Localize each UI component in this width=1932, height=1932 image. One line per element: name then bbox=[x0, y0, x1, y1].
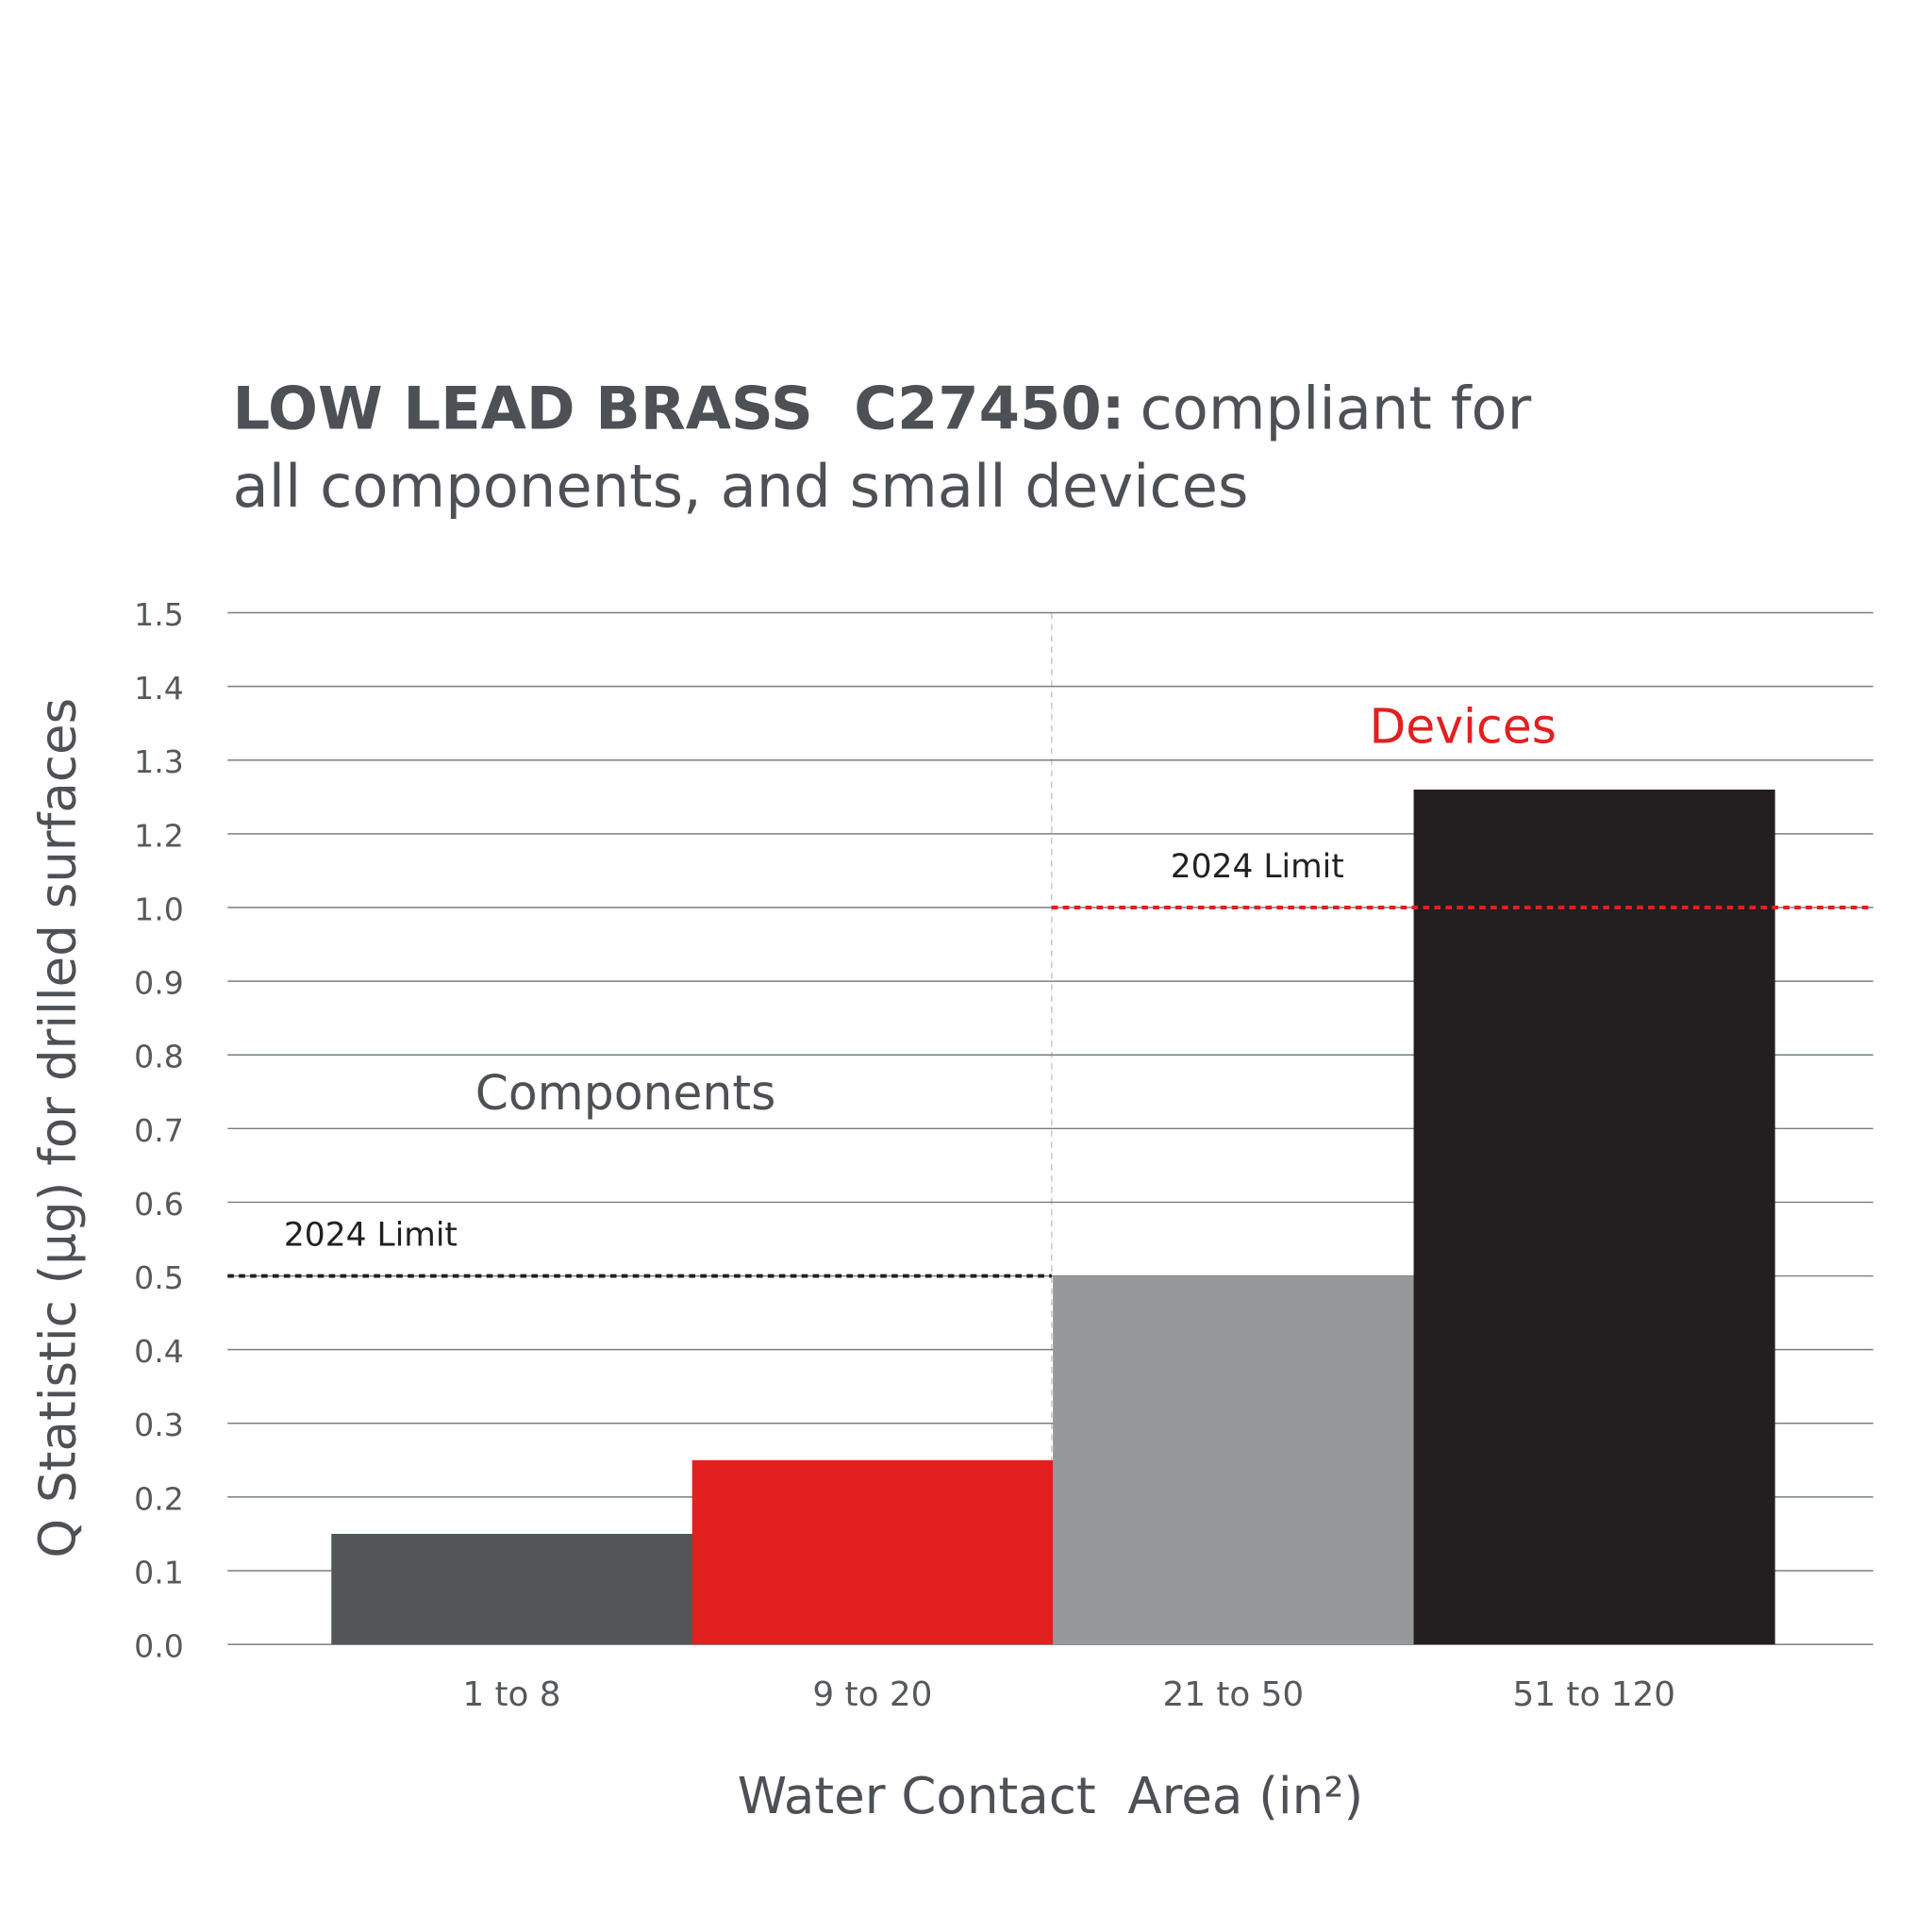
bar bbox=[1413, 790, 1775, 1645]
y-tick-label: 0.9 bbox=[134, 965, 184, 1002]
reference-label: 2024 Limit bbox=[1171, 848, 1344, 886]
y-tick-label: 1.4 bbox=[134, 670, 184, 707]
chart-title: LOW LEAD BRASS C27450: compliant for bbox=[233, 375, 1532, 443]
y-axis-label: Q Statistic (µg) for drilled surfaces bbox=[29, 698, 88, 1558]
reference-label: 2024 Limit bbox=[284, 1217, 458, 1255]
bar bbox=[1053, 1275, 1415, 1645]
y-tick-label: 0.6 bbox=[134, 1186, 184, 1223]
y-tick-label: 0.7 bbox=[134, 1112, 184, 1149]
title-line: compliant for bbox=[1141, 375, 1532, 443]
y-tick-label: 1.5 bbox=[134, 596, 184, 633]
x-tick-label: 51 to 120 bbox=[1513, 1675, 1676, 1714]
bar bbox=[691, 1459, 1054, 1645]
y-tick-label: 0.2 bbox=[134, 1480, 184, 1517]
y-tick-label: 1.2 bbox=[134, 817, 184, 854]
x-tick-label: 9 to 20 bbox=[812, 1675, 932, 1714]
annotation: Components bbox=[475, 1065, 776, 1121]
y-tick-label: 0.0 bbox=[134, 1628, 184, 1665]
chart-title: all components, and small devices bbox=[233, 452, 1249, 521]
x-axis-label: Water Contact Area (in²) bbox=[738, 1767, 1363, 1825]
annotation: Devices bbox=[1369, 698, 1556, 754]
y-tick-label: 1.3 bbox=[134, 743, 184, 780]
y-tick-label: 1.0 bbox=[134, 891, 184, 927]
title-bold: LOW LEAD BRASS C27450: bbox=[233, 375, 1125, 443]
x-tick-label: 1 to 8 bbox=[462, 1675, 560, 1714]
y-tick-label: 0.8 bbox=[134, 1039, 184, 1075]
y-tick-label: 0.3 bbox=[134, 1407, 184, 1443]
y-tick-label: 0.4 bbox=[134, 1333, 184, 1370]
y-tick-label: 0.1 bbox=[134, 1554, 184, 1591]
y-tick-label: 0.5 bbox=[134, 1259, 184, 1296]
x-tick-label: 21 to 50 bbox=[1162, 1675, 1304, 1714]
bar bbox=[331, 1533, 693, 1645]
